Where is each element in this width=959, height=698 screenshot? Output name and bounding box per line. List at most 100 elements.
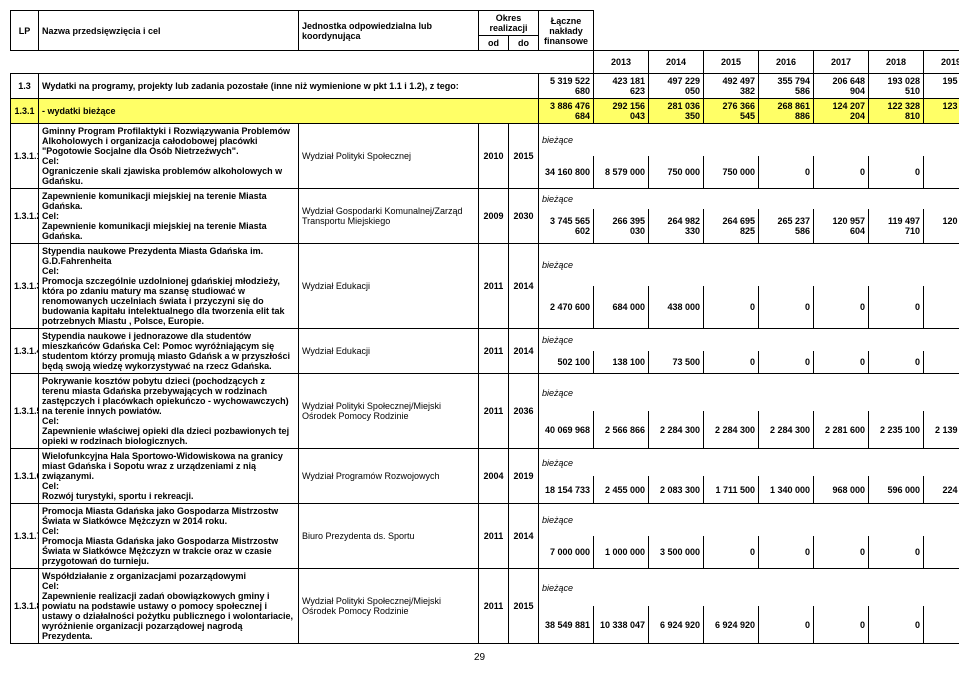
hdr-od: od — [479, 36, 509, 51]
row-val-1: 438 000 — [649, 286, 704, 329]
hdr-do: do — [509, 36, 539, 51]
section-1-3: 1.3 Wydatki na programy, projekty lub za… — [11, 74, 959, 99]
row-unit: Wydział Gospodarki Komunalnej/Zarząd Tra… — [299, 189, 479, 244]
row-unit: Wydział Polityki Społecznej/Miejski Ośro… — [299, 374, 479, 449]
biezace-row: 1.3.1.3Stypendia naukowe Prezydenta Mias… — [11, 244, 959, 287]
hdr-year-4: 2017 — [814, 51, 869, 74]
row-od: 2004 — [479, 449, 509, 504]
biezace-label: bieżące — [539, 569, 959, 607]
row-fin: 502 100 — [539, 351, 594, 374]
row-val-3: 0 — [759, 536, 814, 569]
biezace-row: 1.3.1.2Zapewnienie komunikacji miejskiej… — [11, 189, 959, 209]
row-val-4: 120 957 604 — [814, 209, 869, 244]
row-val-2: 6 924 920 — [704, 606, 759, 644]
row-lp: 1.3.1.3 — [11, 244, 39, 329]
row-val-2: 0 — [704, 536, 759, 569]
row-name: Promocja Miasta Gdańska jako Gospodarza … — [39, 504, 299, 569]
row-val-6: 0 — [924, 351, 959, 374]
row-val-5: 0 — [869, 536, 924, 569]
row-od: 2011 — [479, 374, 509, 449]
row-val-5: 0 — [869, 286, 924, 329]
hdr-year-6: 2019 — [924, 51, 959, 74]
row-val-4: 968 000 — [814, 476, 869, 504]
row-val-0: 2 566 866 — [594, 411, 649, 449]
row-name: Stypendia naukowe Prezydenta Miasta Gdań… — [39, 244, 299, 329]
row-unit: Wydział Edukacji — [299, 329, 479, 374]
row-fin: 7 000 000 — [539, 536, 594, 569]
hdr-year-3: 2016 — [759, 51, 814, 74]
row-unit: Biuro Prezydenta ds. Sportu — [299, 504, 479, 569]
row-val-5: 596 000 — [869, 476, 924, 504]
year-header-row: 2013 2014 2015 2016 2017 2018 2019 — [11, 51, 959, 74]
lp-1-3-1: 1.3.1 — [11, 99, 39, 124]
row-val-0: 138 100 — [594, 351, 649, 374]
hdr-fin: Łączne nakłady finansowe — [539, 11, 594, 51]
fin-1-3: 5 319 522 680 — [539, 74, 594, 99]
row-fin: 18 154 733 — [539, 476, 594, 504]
row-val-0: 1 000 000 — [594, 536, 649, 569]
row-val-0: 2 455 000 — [594, 476, 649, 504]
name-1-3-1: - wydatki bieżące — [39, 99, 539, 124]
row-od: 2010 — [479, 124, 509, 189]
header-row-1: LP Nazwa przedsięwzięcia i cel Jednostka… — [11, 11, 959, 36]
row-val-4: 0 — [814, 286, 869, 329]
row-do: 2030 — [509, 189, 539, 244]
lp-1-3: 1.3 — [11, 74, 39, 99]
row-val-3: 0 — [759, 351, 814, 374]
row-val-0: 10 338 047 — [594, 606, 649, 644]
row-do: 2014 — [509, 329, 539, 374]
row-val-2: 750 000 — [704, 156, 759, 189]
row-val-4: 0 — [814, 156, 869, 189]
biezace-label: bieżące — [539, 449, 959, 477]
hdr-okres: Okres realizacji — [479, 11, 539, 36]
hdr-unit: Jednostka odpowiedzialna lub koordynując… — [299, 11, 479, 51]
row-val-2: 264 695 825 — [704, 209, 759, 244]
hdr-year-2: 2015 — [704, 51, 759, 74]
row-do: 2015 — [509, 124, 539, 189]
biezace-label: bieżące — [539, 124, 959, 157]
name-1-3: Wydatki na programy, projekty lub zadani… — [39, 74, 539, 99]
row-do: 2019 — [509, 449, 539, 504]
hdr-year-0: 2013 — [594, 51, 649, 74]
biezace-row: 1.3.1.4Stypendia naukowe i jednorazowe d… — [11, 329, 959, 352]
row-val-1: 264 982 330 — [649, 209, 704, 244]
row-val-2: 2 284 300 — [704, 411, 759, 449]
row-lp: 1.3.1.2 — [11, 189, 39, 244]
row-lp: 1.3.1.1 — [11, 124, 39, 189]
row-fin: 3 745 565 602 — [539, 209, 594, 244]
row-name: Wielofunkcyjna Hala Sportowo-Widowiskowa… — [39, 449, 299, 504]
row-lp: 1.3.1.8 — [11, 569, 39, 644]
row-val-4: 0 — [814, 536, 869, 569]
row-unit: Wydział Polityki Społecznej/Miejski Ośro… — [299, 569, 479, 644]
row-val-6: 0 — [924, 606, 959, 644]
biezace-label: bieżące — [539, 329, 959, 352]
row-fin: 40 069 968 — [539, 411, 594, 449]
row-fin: 2 470 600 — [539, 286, 594, 329]
row-unit: Wydział Programów Rozwojowych — [299, 449, 479, 504]
row-val-1: 2 083 300 — [649, 476, 704, 504]
row-val-6: 2 139 300 — [924, 411, 959, 449]
row-od: 2011 — [479, 244, 509, 329]
row-name: Pokrywanie kosztów pobytu dzieci (pochod… — [39, 374, 299, 449]
row-val-3: 2 284 300 — [759, 411, 814, 449]
row-lp: 1.3.1.5 — [11, 374, 39, 449]
row-unit: Wydział Polityki Społecznej — [299, 124, 479, 189]
row-name: Współdziałanie z organizacjami pozarządo… — [39, 569, 299, 644]
hdr-year-5: 2018 — [869, 51, 924, 74]
section-1-3-1: 1.3.1 - wydatki bieżące 3 886 476 684 29… — [11, 99, 959, 124]
row-lp: 1.3.1.7 — [11, 504, 39, 569]
row-od: 2011 — [479, 504, 509, 569]
hdr-lp: LP — [11, 11, 39, 51]
row-val-6: 224 400 — [924, 476, 959, 504]
row-name: Zapewnienie komunikacji miejskiej na ter… — [39, 189, 299, 244]
biezace-row: 1.3.1.7Promocja Miasta Gdańska jako Gosp… — [11, 504, 959, 537]
budget-table: LP Nazwa przedsięwzięcia i cel Jednostka… — [10, 10, 959, 644]
biezace-label: bieżące — [539, 504, 959, 537]
biezace-label: bieżące — [539, 374, 959, 412]
row-do: 2014 — [509, 244, 539, 329]
row-val-2: 0 — [704, 286, 759, 329]
row-name: Stypendia naukowe i jednorazowe dla stud… — [39, 329, 299, 374]
biezace-label: bieżące — [539, 244, 959, 287]
row-val-4: 0 — [814, 351, 869, 374]
biezace-row: 1.3.1.6Wielofunkcyjna Hala Sportowo-Wido… — [11, 449, 959, 477]
